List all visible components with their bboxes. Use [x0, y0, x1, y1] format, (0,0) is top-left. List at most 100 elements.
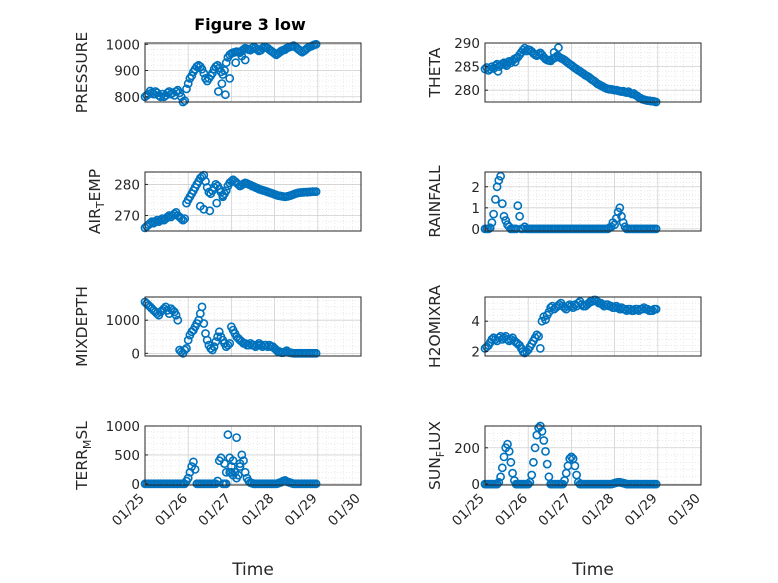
- data-point: [311, 39, 321, 49]
- subplot-air-temp: AIRTEMP: [86, 169, 362, 234]
- data-point: [240, 467, 250, 477]
- y-tick-label: 280: [114, 177, 140, 193]
- data-point: [205, 206, 215, 216]
- data-point: [180, 345, 190, 355]
- data-point: [554, 43, 563, 53]
- x-tick-label: 01/29: [622, 491, 661, 530]
- data-point: [199, 204, 209, 214]
- data-point: [240, 55, 250, 65]
- data-point: [530, 443, 540, 453]
- data-point: [237, 450, 247, 460]
- data-point: [150, 217, 160, 227]
- data-point: [220, 66, 229, 75]
- data-point: [534, 331, 543, 341]
- data-point: [535, 343, 545, 353]
- y-tick-label: 0: [471, 222, 480, 238]
- data-point: [164, 211, 174, 220]
- data-point: [510, 57, 520, 67]
- axes-frame: [144, 171, 362, 232]
- data-point: [223, 430, 233, 440]
- data-point: [545, 56, 555, 65]
- data-point: [178, 215, 188, 225]
- data-point: [183, 473, 193, 483]
- data-point: [651, 479, 661, 489]
- x-axis-label: Time: [571, 560, 614, 580]
- data-point: [209, 342, 219, 352]
- axes-frame: [484, 296, 702, 357]
- data-point: [541, 315, 550, 325]
- data-point: [214, 327, 224, 337]
- y-tick-label: 500: [114, 448, 140, 464]
- data-point: [157, 214, 167, 223]
- y-axis-label: SUNFLUX: [426, 421, 447, 490]
- data-point: [565, 454, 575, 464]
- y-axis-label: AIRTEMP: [86, 169, 107, 234]
- data-point: [202, 335, 212, 345]
- y-tick-label: 0: [131, 477, 140, 493]
- data-point: [494, 175, 504, 185]
- data-point: [225, 74, 235, 83]
- data-point: [651, 304, 661, 314]
- data-point: [145, 218, 155, 228]
- x-tick-label: 01/25: [449, 491, 488, 530]
- y-axis-label: PRESSURE: [73, 32, 91, 114]
- subplot-mixdepth: MIXDEPTH: [73, 286, 362, 367]
- data-point: [207, 68, 217, 78]
- y-tick-label: 4: [471, 314, 480, 330]
- data-point: [615, 203, 625, 213]
- subplot-sun-flux: SUNFLUX: [426, 421, 702, 490]
- y-tick-label: 200: [454, 441, 480, 457]
- data-point: [225, 453, 235, 463]
- data-point: [539, 436, 549, 445]
- data-point: [175, 88, 184, 98]
- data-point: [226, 176, 236, 186]
- y-tick-label: 1000: [106, 419, 140, 435]
- x-tick-label: 01/25: [109, 491, 148, 530]
- data-point: [190, 464, 200, 474]
- subplot-h2omixra: H2OMIXRA: [426, 285, 702, 368]
- data-point: [487, 218, 497, 227]
- y-tick-label: 1000: [106, 313, 140, 329]
- data-point: [187, 71, 197, 81]
- y-axis-label: THETA: [426, 47, 444, 98]
- data-point: [197, 302, 207, 312]
- data-point: [232, 433, 241, 442]
- axes-frame: [144, 425, 362, 486]
- data-point: [221, 479, 231, 489]
- data-point: [537, 426, 547, 436]
- data-point: [490, 194, 500, 204]
- data-point: [180, 96, 190, 106]
- subplot-theta: THETA: [426, 42, 702, 107]
- data-point: [171, 310, 181, 320]
- data-point: [183, 335, 193, 345]
- data-point: [163, 212, 172, 222]
- y-axis-label: MIXDEPTH: [73, 286, 91, 367]
- data-point: [173, 315, 183, 325]
- y-tick-label: 0: [131, 346, 140, 362]
- axes-frame: [484, 42, 702, 103]
- data-point: [532, 330, 542, 340]
- x-tick-label: 01/26: [152, 491, 191, 530]
- y-tick-label: 1000: [106, 37, 140, 53]
- data-point: [496, 171, 505, 181]
- data-point: [651, 224, 661, 234]
- data-point: [502, 61, 511, 71]
- data-point: [180, 214, 190, 223]
- data-point: [223, 340, 233, 350]
- data-point: [506, 457, 516, 467]
- data-point: [225, 338, 235, 348]
- data-point: [501, 216, 511, 225]
- data-point: [235, 459, 245, 468]
- x-tick-label: 01/28: [239, 491, 278, 530]
- axes-frame: [484, 171, 702, 232]
- axes-frame: [144, 42, 362, 103]
- data-point: [182, 84, 191, 94]
- x-tick-label: 01/27: [535, 491, 574, 530]
- data-point: [221, 58, 231, 68]
- data-point: [496, 472, 505, 482]
- data-point: [515, 211, 524, 221]
- axes-background: [145, 172, 361, 231]
- axes-background: [485, 172, 701, 231]
